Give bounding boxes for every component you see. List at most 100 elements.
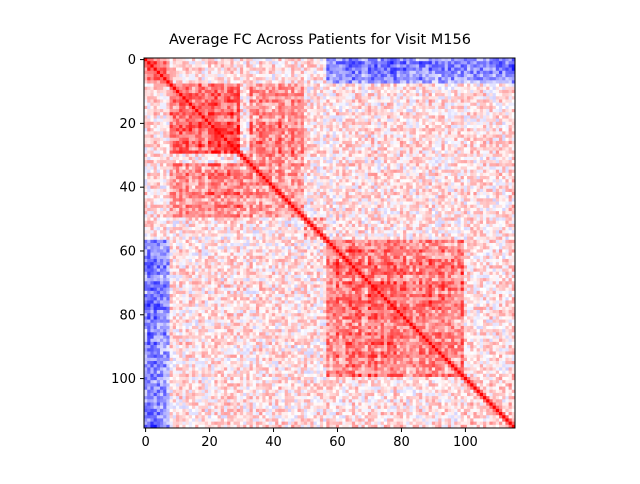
heatmap-cell (451, 134, 455, 139)
heatmap-cell (457, 64, 461, 68)
heatmap-cell (425, 99, 429, 104)
heatmap-cell (201, 99, 206, 104)
heatmap-cell (144, 140, 148, 145)
heatmap-cell (371, 96, 375, 100)
heatmap-cell (415, 144, 420, 148)
heatmap-cell (364, 73, 369, 78)
heatmap-cell (444, 179, 449, 183)
heatmap-cell (435, 115, 439, 119)
heatmap-cell (419, 124, 423, 129)
heatmap-cell (147, 96, 151, 100)
heatmap-cell (403, 80, 407, 84)
heatmap-cell (393, 102, 398, 107)
heatmap-cell (236, 179, 241, 183)
heatmap-cell (262, 134, 266, 139)
heatmap-cell (339, 128, 343, 132)
heatmap-cell (492, 191, 497, 196)
heatmap-cell (486, 150, 490, 155)
heatmap-cell (428, 182, 433, 186)
heatmap-cell (239, 112, 244, 116)
heatmap-cell (291, 156, 295, 161)
heatmap-cell (223, 105, 228, 110)
heatmap-cell (255, 124, 260, 129)
heatmap-cell (236, 191, 241, 196)
heatmap-cell (223, 163, 228, 167)
heatmap-cell (348, 160, 353, 164)
heatmap-cell (284, 176, 289, 180)
heatmap-cell (220, 105, 225, 110)
heatmap-cell (371, 185, 375, 190)
heatmap-cell (335, 58, 340, 62)
heatmap-cell (195, 172, 199, 177)
heatmap-cell (415, 156, 420, 161)
heatmap-cell (393, 109, 398, 113)
heatmap-cell (153, 64, 158, 68)
heatmap-cell (499, 153, 503, 158)
heatmap-cell (364, 140, 369, 145)
heatmap-cell (348, 121, 353, 126)
heatmap-cell (431, 169, 436, 174)
heatmap-cell (294, 99, 298, 104)
heatmap-cell (383, 58, 388, 62)
heatmap-cell (489, 109, 493, 113)
heatmap-cell (361, 188, 366, 193)
heatmap-cell (294, 58, 298, 62)
heatmap-cell (371, 169, 375, 174)
heatmap-cell (415, 77, 420, 81)
heatmap-cell (383, 176, 388, 180)
heatmap-cell (294, 96, 298, 100)
heatmap-cell (467, 83, 471, 88)
heatmap-cell (316, 150, 321, 155)
heatmap-cell (207, 134, 212, 139)
heatmap-cell (454, 124, 458, 129)
heatmap-cell (406, 99, 410, 104)
heatmap-cell (195, 191, 199, 196)
heatmap-cell (236, 169, 241, 174)
heatmap-cell (214, 86, 218, 91)
heatmap-cell (144, 77, 148, 81)
heatmap-cell (361, 128, 366, 132)
heatmap-cell (147, 124, 151, 129)
heatmap-cell (371, 140, 375, 145)
heatmap-cell (371, 118, 375, 123)
heatmap-cell (342, 179, 346, 183)
heatmap-cell (153, 153, 158, 158)
heatmap-cell (182, 83, 186, 88)
heatmap-cell (505, 131, 509, 135)
heatmap-cell (166, 182, 170, 186)
heatmap-cell (393, 188, 398, 193)
heatmap-cell (467, 105, 471, 110)
heatmap-cell (217, 80, 222, 84)
heatmap-cell (419, 147, 423, 151)
heatmap-cell (144, 61, 148, 65)
heatmap-cell (249, 115, 254, 119)
heatmap-cell (249, 67, 254, 72)
heatmap-cell (483, 131, 487, 135)
heatmap-cell (175, 61, 180, 65)
heatmap-cell (153, 109, 158, 113)
heatmap-cell (204, 77, 209, 81)
heatmap-cell (172, 188, 177, 193)
heatmap-cell (431, 80, 436, 84)
heatmap-cell (268, 118, 273, 123)
heatmap-cell (390, 86, 394, 91)
heatmap-cell (409, 169, 414, 174)
heatmap-cell (323, 179, 327, 183)
heatmap-cell (252, 89, 257, 94)
heatmap-cell (159, 185, 164, 190)
heatmap-cell (201, 185, 206, 190)
heatmap-cell (476, 160, 481, 164)
heatmap-cell (156, 195, 161, 199)
heatmap-cell (399, 124, 404, 129)
heatmap-cell (291, 166, 295, 170)
heatmap-cell (287, 156, 292, 161)
heatmap-cell (259, 131, 263, 135)
heatmap-cell (374, 150, 378, 155)
heatmap-cell (262, 153, 266, 158)
heatmap-cell (271, 89, 276, 94)
heatmap-cell (268, 150, 273, 155)
heatmap-cell (345, 137, 350, 142)
heatmap-cell (438, 121, 442, 126)
heatmap-cell (502, 118, 506, 123)
heatmap-cell (399, 102, 404, 107)
